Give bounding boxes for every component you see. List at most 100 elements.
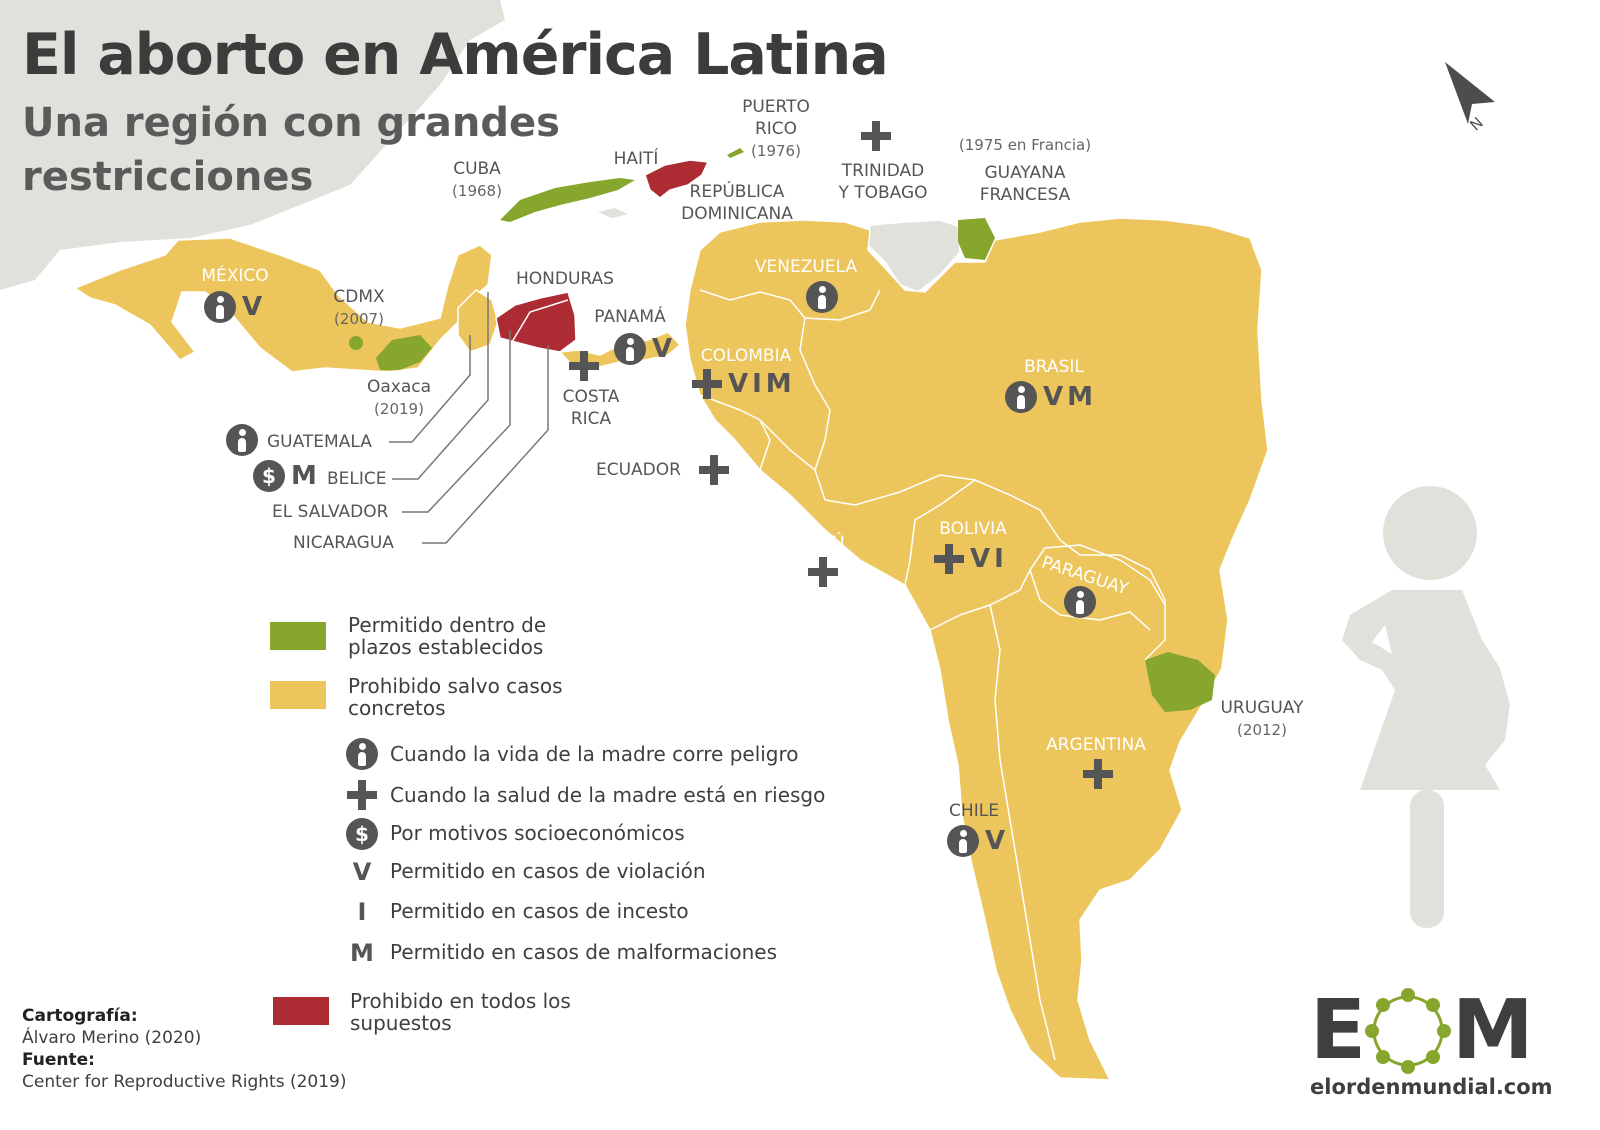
legend-glyph-m: M: [350, 939, 374, 967]
page-subtitle: Una región con grandes restricciones: [22, 100, 560, 200]
label-trinidad: TRINIDAD Y TOBAGO: [838, 161, 928, 203]
label-haiti: HAITÍ: [613, 149, 659, 169]
panama-symbols: V: [614, 333, 676, 365]
plus-icon: [861, 121, 891, 151]
label-venezuela: VENEZUELA: [754, 257, 858, 277]
legend-dollar-icon: $: [344, 818, 380, 850]
label-brasil: BRASIL: [1024, 357, 1084, 377]
costa-rica-symbols: [569, 351, 599, 381]
logo-letter-e: E: [1310, 983, 1366, 1078]
legend-label-yellow: Prohibido salvo casos concretos: [348, 674, 563, 720]
venezuela-symbols: [806, 281, 838, 313]
credit-cartografia: Álvaro Merino (2020): [22, 1028, 202, 1048]
credit-fuente-label: Fuente:: [22, 1050, 95, 1070]
label-ecuador: ECUADOR: [596, 460, 681, 480]
south-america-mainland[interactable]: [684, 217, 1269, 1081]
page-title: El aborto en América Latina: [22, 22, 889, 88]
label-nicaragua: NICARAGUA: [293, 533, 394, 553]
label-colombia: COLOMBIA: [700, 346, 792, 366]
legend-swatch-green: [270, 622, 326, 650]
colombia-symbols: VIM: [692, 369, 796, 399]
logo-ring-icon: [1365, 988, 1452, 1074]
legend-swatch-yellow: [270, 681, 326, 709]
north-arrow-icon: [1445, 62, 1495, 124]
argentina-symbols: [1083, 759, 1113, 789]
trinidad-symbols: [861, 121, 891, 151]
legend-text-malformaciones: Permitido en casos de malformaciones: [390, 940, 778, 964]
label-el-salvador: EL SALVADOR: [272, 502, 389, 522]
guatemala-symbols: [226, 424, 258, 456]
label-uruguay: URUGUAY (2012): [1220, 698, 1304, 739]
legend-life-icon: [344, 738, 380, 770]
logo-url[interactable]: elordenmundial.com: [1310, 1075, 1553, 1099]
french-guiana-region[interactable]: [958, 218, 995, 260]
life-icon: [1064, 586, 1096, 618]
puerto-rico-island[interactable]: [727, 148, 744, 158]
label-guayana: GUAYANA FRANCESA: [979, 163, 1071, 205]
cuba-island[interactable]: [500, 178, 635, 222]
north-america-landmass: [0, 0, 505, 290]
peru-symbols: [808, 557, 838, 587]
guyana-suriname-region: [867, 219, 961, 293]
ecuador-symbols: [699, 455, 729, 485]
label-honduras: HONDURAS: [516, 269, 614, 289]
jamaica-island: [598, 208, 628, 218]
plus-icon: [699, 455, 729, 485]
legend-swatch-red: [273, 997, 329, 1025]
life-icon: [947, 825, 979, 857]
plus-icon: [347, 780, 377, 810]
paraguay-symbols: [1064, 586, 1096, 618]
hispaniola-island[interactable]: [644, 159, 710, 199]
legend-text-life: Cuando la vida de la madre corre peligro: [390, 742, 799, 766]
belice-symbols: $ M: [253, 460, 321, 492]
legend-text-socioeconomic: Por motivos socioeconómicos: [390, 821, 685, 845]
life-icon: [806, 281, 838, 313]
legend-label-red: Prohibido en todos los supuestos: [350, 989, 571, 1035]
credit-cartografia-label: Cartografía:: [22, 1006, 138, 1026]
pregnant-woman-figure: [1342, 486, 1510, 928]
oaxaca-region[interactable]: [376, 335, 432, 370]
life-icon: [226, 424, 258, 456]
life-icon: [1005, 381, 1037, 413]
label-cdmx: CDMX (2007): [333, 287, 385, 328]
label-belice: BELICE: [327, 469, 387, 489]
label-cuba: CUBA (1968): [452, 159, 502, 200]
brasil-symbols: VM: [1005, 381, 1097, 413]
legend-text-health: Cuando la salud de la madre está en ries…: [390, 783, 826, 807]
label-panama: PANAMÁ: [594, 307, 666, 327]
cdmx-marker[interactable]: [349, 336, 363, 350]
label-oaxaca: Oaxaca (2019): [366, 377, 432, 418]
life-icon: [204, 291, 236, 323]
mexico-region[interactable]: [73, 237, 493, 373]
label-peru: PERÚ: [799, 533, 845, 553]
chile-symbols: V: [947, 825, 1009, 857]
eom-logo[interactable]: E M elordenmundial.com: [1310, 983, 1566, 1100]
uruguay-region[interactable]: [1145, 652, 1215, 712]
plus-icon: [569, 351, 599, 381]
label-mexico: MÉXICO: [201, 266, 269, 286]
label-argentina: ARGENTINA: [1046, 735, 1146, 755]
label-republica-dominicana: REPÚBLICA DOMINICANA: [681, 182, 793, 224]
plus-icon: [1083, 759, 1113, 789]
life-icon: [346, 738, 378, 770]
label-guayana-year: (1975 en Francia): [958, 136, 1092, 154]
label-costa-rica: COSTA RICA: [562, 387, 620, 429]
legend-glyph-v: V: [352, 858, 372, 886]
legend-text-violacion: Permitido en casos de violación: [390, 859, 706, 883]
plus-icon: [934, 544, 964, 574]
legend-label-green: Permitido dentro de plazos establecidos: [348, 613, 547, 659]
dollar-icon: $: [253, 460, 285, 492]
leader-lines: [389, 292, 549, 544]
logo-letter-m: M: [1452, 983, 1534, 1078]
label-puerto-rico: PUERTO RICO (1976): [742, 97, 810, 160]
mexico-symbols: V: [204, 291, 266, 323]
legend-text-incesto: Permitido en casos de incesto: [390, 899, 689, 923]
life-icon: [614, 333, 646, 365]
credit-fuente: Center for Reproductive Rights (2019): [22, 1072, 347, 1092]
dollar-icon: $: [346, 818, 378, 850]
label-guatemala: GUATEMALA: [267, 432, 372, 452]
legend-plus-icon: [344, 779, 380, 811]
plus-icon: [692, 369, 722, 399]
bolivia-symbols: VI: [934, 544, 1008, 574]
